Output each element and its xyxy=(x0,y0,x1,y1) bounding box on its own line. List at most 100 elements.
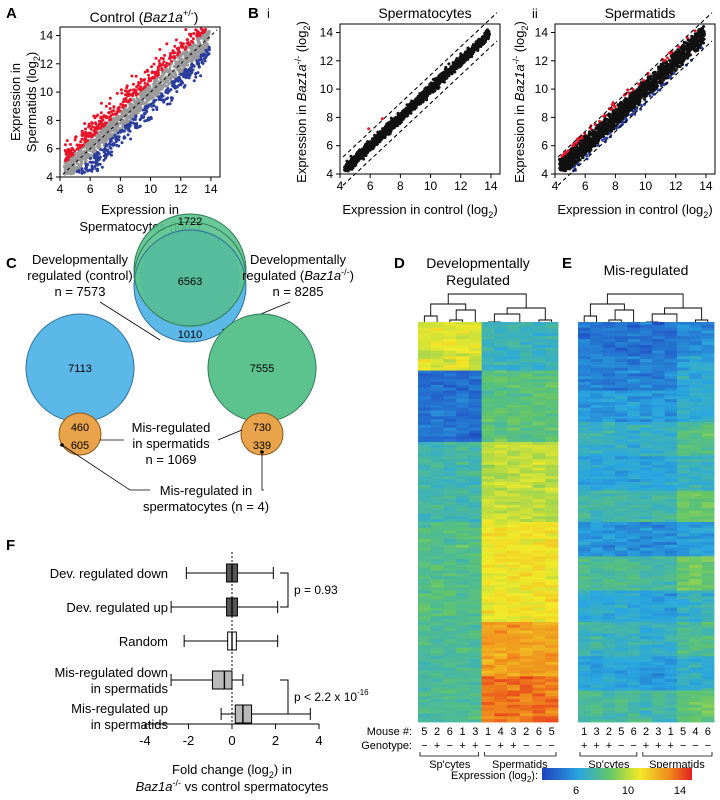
scatter-point xyxy=(372,143,376,146)
panel-b-i-points xyxy=(342,12,498,186)
scatter-point xyxy=(151,87,155,91)
scatter-point xyxy=(203,52,207,56)
scatter-point xyxy=(69,152,73,156)
scatter-point xyxy=(395,122,399,126)
scatter-point xyxy=(139,94,143,98)
scatter-point xyxy=(129,116,132,120)
scatter-point xyxy=(112,109,116,113)
scatter-point xyxy=(421,90,425,94)
panel-b-sub-ii: ii xyxy=(532,6,538,21)
scatter-point xyxy=(474,45,478,49)
scatter-point xyxy=(84,167,88,171)
scatter-point xyxy=(166,96,170,100)
scatter-point xyxy=(207,48,211,52)
scatter-point xyxy=(131,121,135,125)
scatter-point xyxy=(359,151,363,155)
scatter-point xyxy=(447,62,451,66)
scatter-point xyxy=(399,117,402,121)
scatter-point xyxy=(124,104,128,107)
scatter-point xyxy=(147,88,151,92)
scatter-point xyxy=(126,133,130,137)
scatter-point xyxy=(589,131,593,135)
scatter-point xyxy=(99,101,103,105)
scatter-point xyxy=(75,161,79,165)
scatter-point xyxy=(128,105,132,109)
scatter-point xyxy=(200,48,204,52)
scatter-point xyxy=(125,86,129,90)
scatter-point xyxy=(107,123,111,127)
scatter-point xyxy=(201,45,205,49)
scatter-point xyxy=(456,63,460,67)
scatter-point xyxy=(173,79,177,83)
scatter-point xyxy=(136,92,140,96)
scatter-point xyxy=(190,71,194,75)
scatter-point xyxy=(131,117,135,121)
scatter-point xyxy=(98,162,102,166)
scatter-point xyxy=(96,124,100,128)
scatter-point xyxy=(154,94,158,98)
scatter-point xyxy=(354,161,358,165)
scatter-point xyxy=(139,103,143,107)
scatter-point xyxy=(172,65,176,68)
scatter-point xyxy=(401,115,405,119)
scatter-point xyxy=(143,85,147,89)
scatter-point xyxy=(112,105,116,109)
scatter-point xyxy=(168,67,172,71)
scatter-point xyxy=(109,139,113,143)
scatter-point xyxy=(133,125,137,129)
y-tick-label: 10 xyxy=(40,85,54,99)
scatter-point xyxy=(423,94,427,97)
scatter-point xyxy=(125,123,129,127)
x-tick-label: 6 xyxy=(87,182,94,196)
scatter-point xyxy=(119,88,123,92)
scatter-point xyxy=(115,91,119,95)
scatter-point xyxy=(183,47,187,51)
scatter-point xyxy=(167,62,171,66)
scatter-point xyxy=(163,65,167,69)
y-tick-label: 8 xyxy=(46,113,53,127)
x-tick-label: 12 xyxy=(174,182,188,196)
scatter-point xyxy=(614,120,617,123)
scatter-point xyxy=(184,54,187,58)
scatter-point xyxy=(156,71,159,74)
scatter-point xyxy=(67,170,71,174)
scatter-point xyxy=(98,155,102,159)
scatter-point xyxy=(389,129,393,133)
scatter-point xyxy=(419,96,423,100)
scatter-point xyxy=(600,134,604,137)
scatter-point xyxy=(84,131,87,135)
scatter-point xyxy=(619,100,623,104)
scatter-point xyxy=(458,55,462,59)
scatter-point xyxy=(131,110,134,114)
scatter-point xyxy=(168,77,172,81)
scatter-point xyxy=(455,58,459,62)
scatter-point xyxy=(193,52,196,56)
scatter-point xyxy=(78,145,82,149)
scatter-point xyxy=(128,114,132,118)
panel-a: A Control (Baz1a+/-) 446688101012121414 … xyxy=(6,5,221,237)
scatter-point xyxy=(112,143,115,147)
scatter-point xyxy=(110,153,113,157)
scatter-point xyxy=(158,88,162,92)
panel-b: B i Spermatocytes ii Spermatids 44668810… xyxy=(248,5,716,220)
scatter-point xyxy=(97,152,101,156)
scatter-point xyxy=(89,134,93,138)
scatter-point xyxy=(183,63,187,67)
scatter-point xyxy=(63,148,67,152)
scatter-point xyxy=(185,63,189,67)
scatter-point xyxy=(206,30,210,34)
scatter-point xyxy=(162,71,166,75)
scatter-point xyxy=(189,59,192,63)
scatter-point xyxy=(168,102,172,106)
scatter-point xyxy=(169,96,173,100)
scatter-point xyxy=(366,146,370,150)
scatter-point xyxy=(659,79,662,83)
scatter-point xyxy=(157,68,160,72)
scatter-point xyxy=(106,134,110,138)
scatter-point xyxy=(201,34,205,38)
scatter-point xyxy=(643,95,647,99)
scatter-point xyxy=(387,132,391,136)
scatter-point xyxy=(433,89,437,93)
scatter-point xyxy=(172,85,176,89)
panel-b-title-i: Spermatocytes xyxy=(378,5,471,21)
